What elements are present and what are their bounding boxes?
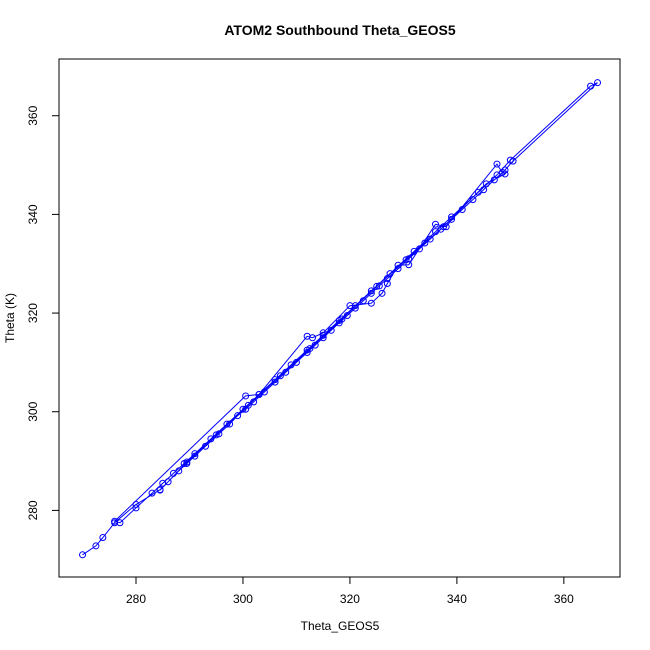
data-point (132, 504, 140, 512)
data-point (373, 282, 381, 290)
x-tick-label: 360 (554, 592, 574, 606)
data-point (338, 315, 346, 323)
data-point (367, 299, 375, 307)
y-axis: 280 300 320 340 360 (26, 105, 60, 520)
y-tick-label: 360 (26, 105, 40, 125)
data-point (169, 469, 177, 477)
data-point (223, 420, 231, 428)
data-point (183, 458, 191, 466)
data-point (202, 442, 210, 450)
y-tick-label: 300 (26, 401, 40, 421)
data-point (375, 282, 383, 290)
data-point (493, 160, 501, 168)
x-tick-label: 280 (126, 592, 146, 606)
x-tick-label: 320 (340, 592, 360, 606)
data-point (378, 289, 386, 297)
data-point (383, 279, 391, 287)
y-tick-label: 280 (26, 500, 40, 520)
series-layer (79, 79, 602, 559)
data-point (346, 302, 354, 310)
data-point (506, 156, 514, 164)
data-point (594, 79, 602, 87)
data-point (448, 213, 456, 221)
data-point (271, 376, 279, 384)
data-point (394, 265, 402, 273)
data-point (132, 500, 140, 508)
data-point (308, 334, 316, 342)
data-point (448, 215, 456, 223)
data-point (207, 435, 215, 443)
data-point (343, 312, 351, 320)
data-point (319, 329, 327, 337)
chart-title: ATOM2 Southbound Theta_GEOS5 (224, 22, 455, 38)
y-tick-label: 340 (26, 204, 40, 224)
data-point (287, 361, 295, 369)
data-point (250, 398, 258, 406)
data-point (319, 334, 327, 342)
data-point (431, 220, 439, 228)
data-point (271, 378, 279, 386)
data-point (159, 479, 167, 487)
data-point (482, 180, 490, 188)
data-point (431, 228, 439, 236)
data-point (367, 287, 375, 295)
data-point (148, 489, 156, 497)
data-point (191, 452, 199, 460)
data-point (442, 223, 450, 231)
data-point (99, 534, 107, 542)
data-point (79, 551, 87, 559)
data-point (359, 297, 367, 305)
data-point (311, 341, 319, 349)
x-tick-label: 340 (447, 592, 467, 606)
data-point (351, 302, 359, 310)
data-point (386, 270, 394, 278)
data-point (156, 486, 164, 494)
data-point (92, 542, 100, 550)
data-point (234, 412, 242, 420)
data-point (306, 345, 314, 353)
data-point (255, 390, 263, 398)
data-point (421, 239, 429, 247)
x-tick-label: 300 (233, 592, 253, 606)
data-point (458, 205, 466, 213)
data-point (440, 223, 448, 231)
data-point (191, 450, 199, 458)
data-point (319, 331, 327, 339)
y-axis-label: Theta (K) (3, 293, 17, 343)
data-point (426, 235, 434, 243)
data-point (474, 188, 482, 196)
y-tick-label: 320 (26, 303, 40, 323)
data-point (501, 170, 509, 178)
data-point (111, 517, 119, 525)
data-point (226, 420, 234, 428)
data-point (367, 289, 375, 297)
x-axis-label: Theta_GEOS5 (301, 619, 380, 633)
data-point (327, 326, 335, 334)
data-point (469, 196, 477, 204)
data-point (587, 82, 595, 90)
data-point (239, 405, 247, 413)
data-point (244, 401, 252, 409)
series-line (82, 82, 598, 556)
data-point (394, 261, 402, 269)
data-point (402, 256, 410, 264)
data-point (410, 247, 418, 255)
data-point (282, 368, 290, 376)
data-point (276, 372, 284, 380)
x-axis: 280 300 320 340 360 (126, 576, 574, 606)
data-point (212, 431, 220, 439)
data-point (242, 392, 250, 400)
